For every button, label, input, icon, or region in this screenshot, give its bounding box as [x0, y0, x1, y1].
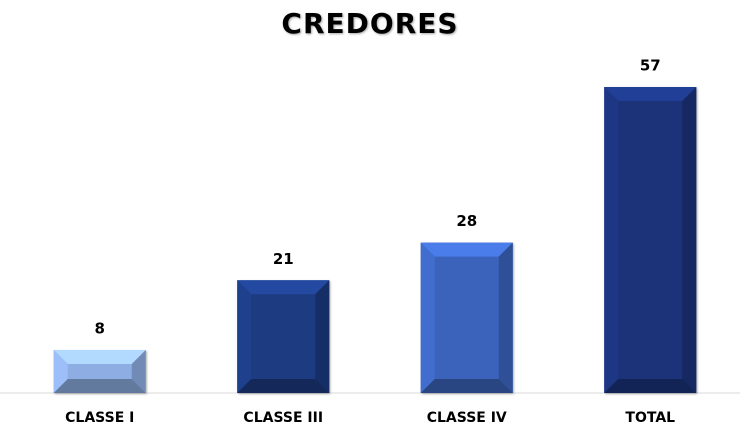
bar-bevel — [53, 379, 146, 393]
bar-bevel — [420, 242, 435, 393]
bar — [237, 280, 330, 393]
chart-title: CREDORES — [281, 7, 458, 40]
x-tick-label: CLASSE IV — [427, 410, 507, 426]
bar-bevel — [237, 280, 252, 393]
bar-bevel — [604, 379, 697, 393]
bar-bevel — [420, 379, 513, 393]
bar-bevel — [53, 350, 146, 365]
bar — [604, 87, 697, 393]
bar-bevel — [53, 350, 68, 393]
bar-bevel — [237, 379, 330, 393]
value-label: 8 — [95, 320, 105, 338]
x-tick-label: CLASSE III — [243, 410, 323, 426]
bar-bevel — [131, 350, 146, 393]
bar-bevel — [604, 87, 619, 393]
bar-bevel — [604, 87, 697, 101]
bar-bevel — [237, 280, 330, 295]
value-label: 57 — [640, 57, 661, 75]
bar-bevel — [498, 242, 513, 393]
bar-bevel — [682, 87, 697, 393]
bar-bevel — [315, 280, 330, 393]
bar-bevel — [420, 242, 513, 257]
bar — [420, 242, 513, 393]
value-label: 21 — [273, 250, 294, 268]
x-tick-label: CLASSE I — [65, 410, 134, 426]
value-label: 28 — [456, 212, 477, 230]
x-tick-label: TOTAL — [625, 410, 675, 426]
